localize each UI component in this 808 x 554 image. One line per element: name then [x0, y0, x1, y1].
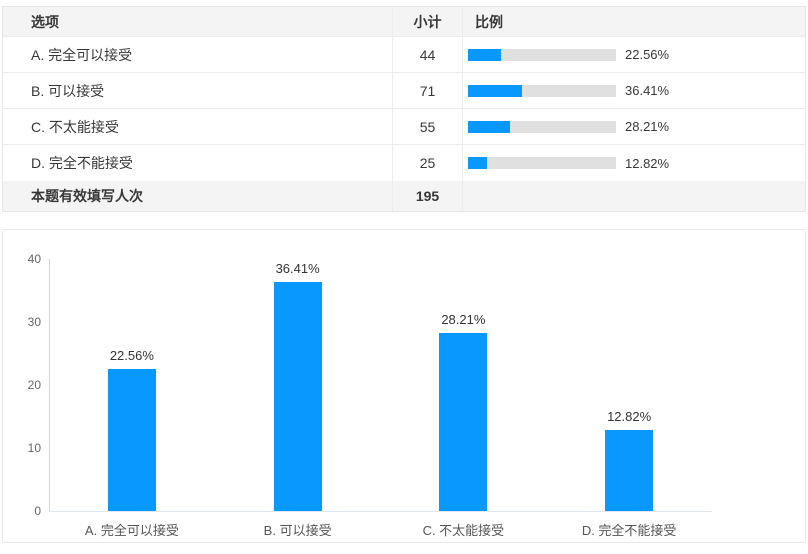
bar-value-label: 36.41%	[275, 260, 320, 276]
option-label: D. 完全不能接受	[31, 155, 133, 171]
chart-bar	[273, 281, 322, 511]
option-ratio-cell: 36.41%	[462, 73, 805, 108]
ratio-bar-track	[468, 120, 616, 133]
option-count: 44	[392, 37, 462, 72]
table-row: A. 完全可以接受 44 22.56%	[3, 37, 805, 73]
option-count: 71	[392, 73, 462, 108]
bar-value-label: 28.21%	[441, 312, 486, 328]
ratio-percent-text: 12.82%	[625, 155, 670, 171]
ratio-bar-track	[468, 84, 616, 97]
ratio-bar-fill	[468, 84, 522, 97]
ratio-bar-track	[468, 48, 616, 61]
option-label: B. 可以接受	[31, 82, 105, 99]
stats-table-body: A. 完全可以接受 44 22.56% B. 可以接受 71 36.41% C. 不太能接受…	[3, 37, 805, 181]
chart-bar	[605, 430, 654, 511]
footer-total-count: 195	[392, 181, 462, 211]
option-ratio-cell: 12.82%	[462, 145, 805, 181]
table-row: B. 可以接受 71 36.41%	[3, 73, 805, 109]
ratio-percent-text: 28.21%	[625, 119, 670, 134]
y-axis-tick-label: 30	[27, 315, 41, 329]
option-count: 25	[392, 145, 462, 181]
bar-value-label: 12.82%	[607, 409, 652, 425]
ratio-percent-text: 22.56%	[625, 47, 670, 62]
table-row: C. 不太能接受 55 28.21%	[3, 109, 805, 145]
option-label: C. 不太能接受	[31, 118, 119, 135]
stats-table-footer-row: 本题有效填写人次 195	[3, 181, 805, 211]
stats-table: 选项 小计 比例 A. 完全可以接受 44 22.56% B. 可以接受 71 36.41…	[2, 6, 806, 212]
footer-ratio-empty	[462, 181, 805, 211]
footer-label: 本题有效填写人次	[31, 188, 143, 204]
chart-bar	[107, 368, 156, 511]
bar-value-label: 22.56%	[109, 347, 154, 363]
x-axis-category-label: C. 不太能接受	[422, 523, 505, 538]
x-axis-line	[49, 511, 712, 512]
chart-bar	[439, 333, 488, 511]
x-axis-category-label: B. 可以接受	[263, 523, 332, 538]
x-axis-category-label: A. 完全可以接受	[84, 523, 179, 538]
x-axis-category-label: D. 完全不能接受	[581, 523, 677, 538]
stats-table-header-row: 选项 小计 比例	[3, 7, 805, 37]
option-ratio-cell: 28.21%	[462, 109, 805, 144]
ratio-bar-fill	[468, 120, 510, 133]
y-axis-tick-label: 0	[34, 504, 41, 518]
option-label: A. 完全可以接受	[31, 46, 133, 63]
option-count: 55	[392, 109, 462, 144]
ratio-percent-text: 36.41%	[625, 83, 670, 98]
y-axis-tick-label: 20	[27, 378, 41, 392]
table-row: D. 完全不能接受 25 12.82%	[3, 145, 805, 181]
header-count: 小计	[392, 7, 462, 36]
ratio-bar-fill	[468, 157, 487, 169]
ratio-bar-track	[468, 157, 616, 169]
bar-chart: 0 10 20 30 40 22.56% A. 完全可以接受 36.41% B. 可以接受 28.…	[2, 229, 806, 543]
y-axis-tick-label: 40	[27, 252, 41, 266]
option-ratio-cell: 22.56%	[462, 37, 805, 72]
ratio-bar-fill	[468, 48, 502, 61]
y-axis-line	[49, 259, 50, 511]
header-ratio: 比例	[462, 7, 805, 36]
y-axis-tick-label: 10	[27, 441, 41, 455]
header-option: 选项	[31, 13, 59, 30]
